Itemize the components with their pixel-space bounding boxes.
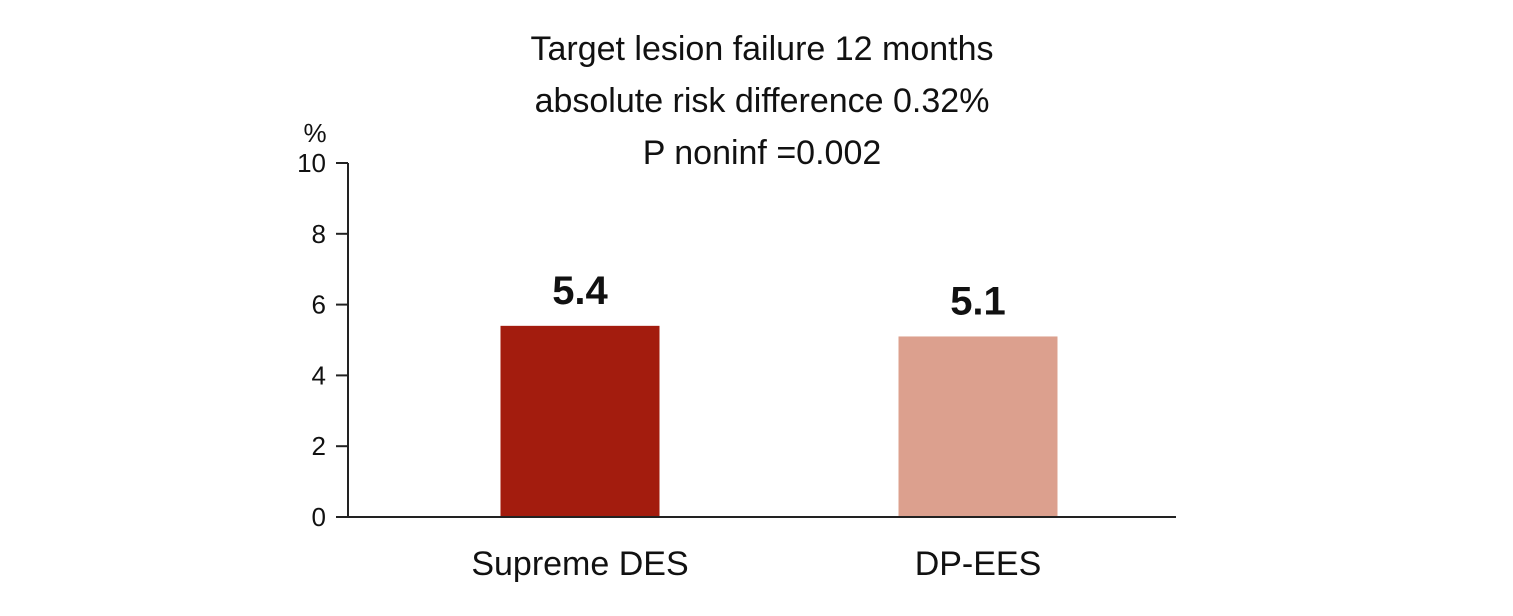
y-tick-label: 4 (312, 360, 326, 390)
bars: 5.4 Supreme DES 5.1 DP-EES (471, 269, 1058, 583)
y-tick-label: 6 (312, 290, 326, 320)
x-tick-label: Supreme DES (471, 545, 688, 583)
chart-title: Target lesion failure 12 months absolute … (530, 30, 993, 172)
bar (898, 336, 1058, 517)
y-axis-label: % (303, 118, 326, 148)
chart-title-line: absolute risk difference 0.32% (535, 82, 990, 120)
y-axis: 0 2 4 6 8 10 (297, 148, 348, 532)
bar-value-label: 5.1 (950, 279, 1006, 323)
chart-title-line: Target lesion failure 12 months (530, 30, 993, 68)
y-tick-label: 10 (297, 148, 326, 178)
y-tick-label: 8 (312, 219, 326, 249)
x-tick-label: DP-EES (915, 545, 1042, 583)
chart-title-line: P noninf =0.002 (643, 134, 882, 172)
y-tick-label: 0 (312, 502, 326, 532)
y-tick-label: 2 (312, 431, 326, 461)
bar (500, 325, 660, 517)
bar-value-label: 5.4 (552, 269, 608, 313)
